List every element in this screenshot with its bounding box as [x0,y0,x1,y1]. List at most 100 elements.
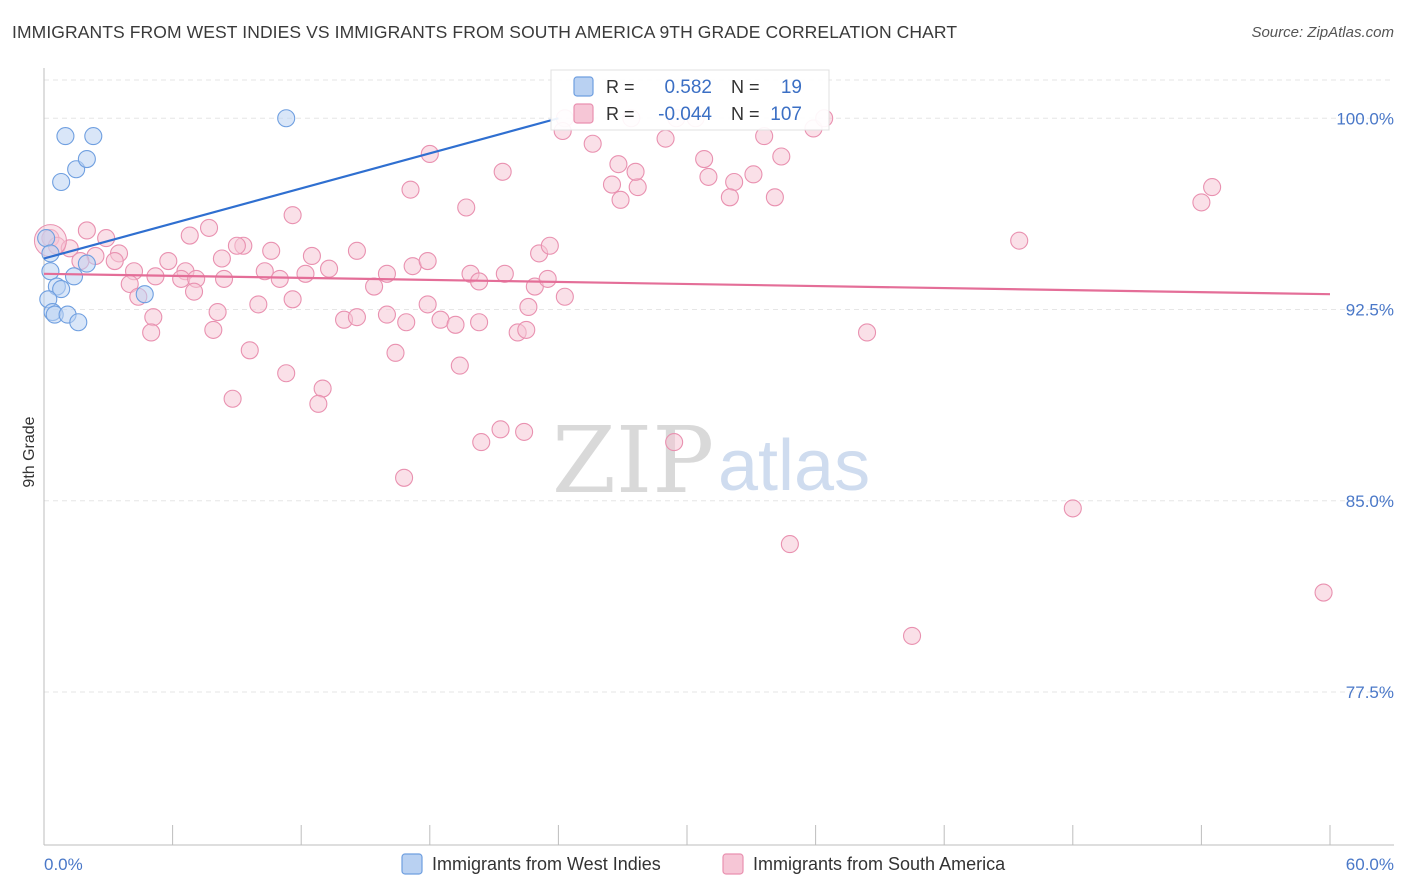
south-america-point-3 [77,221,96,240]
south-america-point-59 [313,379,332,398]
south-america-point-34 [538,269,557,288]
axes [43,68,1394,846]
south-america-point-58 [277,364,296,383]
series-south-america-points [33,109,1333,645]
south-america-point-83 [772,147,791,166]
stats-pink-n-label: N = [731,104,760,124]
south-america-point-17 [347,241,366,260]
south-america-point-66 [665,433,684,452]
south-america-point-21 [172,269,191,288]
stats-pink-r-label: R = [606,104,635,124]
y-tick-labels: 100.0% 92.5% 85.0% 77.5% [1336,109,1394,702]
y-axis-title: 9th Grade [21,416,38,487]
south-america-point-57 [223,389,242,408]
south-america-point-100 [857,323,877,342]
south-america-point-15 [302,246,321,265]
west-indies-point-0 [277,109,296,128]
west-indies-point-10 [52,280,71,299]
south-america-point-62 [450,356,469,375]
south-america-point-49 [519,297,538,317]
south-america-point-76 [611,190,630,209]
south-america-point-23 [214,269,234,288]
west-indies-point-2 [84,127,103,146]
watermark-zip: ZIP [552,407,714,514]
south-america-point-95 [744,165,763,184]
stats-blue-r-value: 0.582 [664,77,712,98]
west-indies-point-11 [135,285,154,304]
south-america-point-14 [262,241,281,260]
south-america-point-54 [204,320,223,339]
south-america-point-46 [431,310,450,329]
x-tick-min: 0.0% [44,855,83,874]
south-america-point-70 [283,206,302,225]
west-indies-point-6 [41,262,60,281]
south-america-point-97 [1192,193,1211,212]
south-america-point-40 [283,290,302,309]
south-america-point-38 [184,282,204,301]
trend-lines [43,117,1331,296]
legend-swatch-south-america [722,853,744,875]
south-america-point-106 [495,264,514,283]
south-america-point-53 [142,323,161,342]
south-america-point-69 [227,236,246,255]
south-america-point-80 [725,172,744,192]
stats-pink-n-value: 107 [770,104,802,125]
south-america-point-56 [240,341,259,360]
west-indies-point-1 [56,127,75,146]
watermark: ZIP atlas [552,407,870,514]
south-america-point-28 [377,264,396,283]
south-america-point-60 [309,394,328,413]
legend-label-south-america: Immigrants from South America [753,854,1006,874]
south-america-point-75 [602,175,622,194]
south-america-point-43 [377,305,396,324]
south-america-point-52 [144,308,163,327]
south-america-point-79 [699,167,718,186]
west-indies-point-4 [77,150,96,169]
south-america-point-51 [517,320,536,339]
stats-box: R = 0.582 N = 19 R = -0.044 N = 107 [550,69,830,131]
south-america-point-102 [780,535,799,554]
south-america-point-61 [386,343,405,362]
south-america-point-29 [403,257,422,276]
west-indies-point-7 [77,254,96,273]
south-america-point-45 [418,295,437,314]
south-america-point-78 [656,129,675,148]
south-america-point-104 [1314,583,1333,602]
grid-lines [44,79,1394,693]
south-america-point-55 [208,302,227,322]
y-tick-label-2: 85.0% [1346,492,1394,511]
south-america-point-96 [765,188,784,207]
south-america-point-24 [255,262,274,281]
south-america-point-9 [159,251,178,271]
south-america-point-13 [212,249,231,268]
x-tick-max: 60.0% [1346,855,1394,874]
south-america-point-65 [472,433,491,452]
source-credit: Source: ZipAtlas.com [1251,24,1394,41]
south-america-point-30 [418,251,437,271]
south-america-point-64 [515,422,534,441]
trend-line-south-america [43,272,1331,296]
south-america-point-26 [296,264,315,283]
y-tick-label-0: 100.0% [1336,109,1394,128]
south-america-point-93 [626,162,645,181]
west-indies-point-5 [52,172,71,192]
south-america-point-103 [902,626,922,645]
stats-blue-n-label: N = [731,77,760,97]
south-america-point-16 [320,259,339,278]
west-indies-point-8 [64,267,84,286]
south-america-point-68 [180,226,199,245]
south-america-point-74 [493,162,512,181]
chart-title: IMMIGRANTS FROM WEST INDIES VS IMMIGRANT… [12,22,958,42]
stats-pink-swatch [573,103,594,124]
stats-blue-r-label: R = [606,77,635,97]
south-america-point-18 [105,251,124,271]
south-america-point-47 [446,315,465,334]
south-america-point-48 [470,313,489,332]
south-america-point-105 [540,236,559,255]
south-america-point-67 [395,468,414,487]
watermark-atlas: atlas [718,426,870,506]
trend-line-west-indies [43,117,559,260]
stats-blue-n-value: 19 [781,77,802,98]
legend-swatch-west-indies [401,853,423,875]
